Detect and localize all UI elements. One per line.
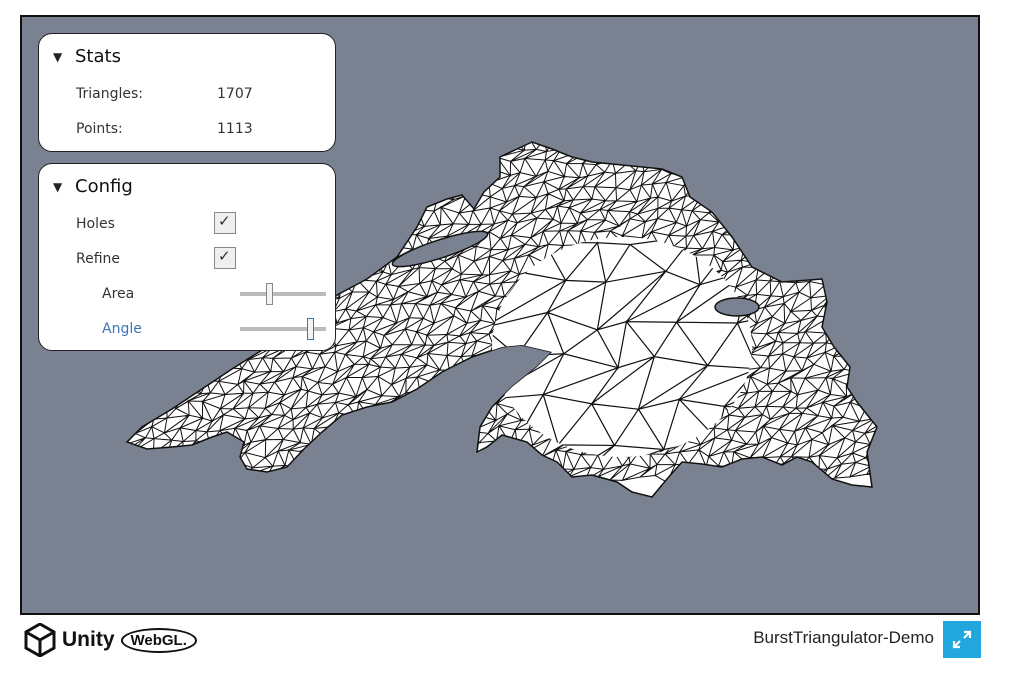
config-header[interactable]: ▼ Config (53, 176, 133, 197)
points-value: 1113 (217, 121, 253, 137)
webgl-logo: WebGL. (120, 627, 197, 653)
config-title: Config (75, 176, 133, 197)
collapse-caret-icon[interactable]: ▼ (53, 179, 63, 194)
area-slider[interactable] (240, 283, 326, 305)
stats-panel: ▼ Stats Triangles: 1707 Points: 1113 (38, 33, 336, 152)
angle-slider[interactable] (240, 318, 326, 340)
unity-canvas[interactable]: ▼ Stats Triangles: 1707 Points: 1113 ▼ C… (20, 15, 980, 615)
angle-label: Angle (102, 321, 142, 337)
stats-header[interactable]: ▼ Stats (53, 46, 121, 67)
collapse-caret-icon[interactable]: ▼ (53, 49, 63, 64)
points-label: Points: (76, 121, 123, 137)
stats-title: Stats (75, 46, 121, 67)
holes-label: Holes (76, 216, 115, 232)
unity-cube-icon (24, 623, 56, 657)
footer-logos: Unity WebGL. (24, 621, 197, 659)
unity-wordmark: Unity (62, 628, 115, 651)
fullscreen-button[interactable] (943, 621, 981, 658)
island-hole (391, 230, 489, 268)
island-hole (714, 297, 760, 317)
refine-label: Refine (76, 251, 121, 267)
lake-mesh (125, 141, 878, 498)
angle-slider-thumb[interactable] (307, 318, 315, 340)
holes-checkbox[interactable]: ✓ (214, 212, 236, 234)
area-label: Area (102, 286, 135, 302)
config-panel: ▼ Config Holes ✓ Refine ✓ Area Angle (38, 163, 336, 351)
unity-logo: Unity (24, 623, 115, 657)
refine-checkbox[interactable]: ✓ (214, 247, 236, 269)
expand-icon (952, 630, 972, 649)
area-slider-thumb[interactable] (266, 283, 274, 305)
app-title: BurstTriangulator-Demo (753, 628, 934, 647)
checkmark-icon: ✓ (218, 247, 231, 265)
triangles-value: 1707 (217, 86, 253, 102)
triangles-label: Triangles: (76, 86, 143, 102)
checkmark-icon: ✓ (218, 212, 231, 230)
